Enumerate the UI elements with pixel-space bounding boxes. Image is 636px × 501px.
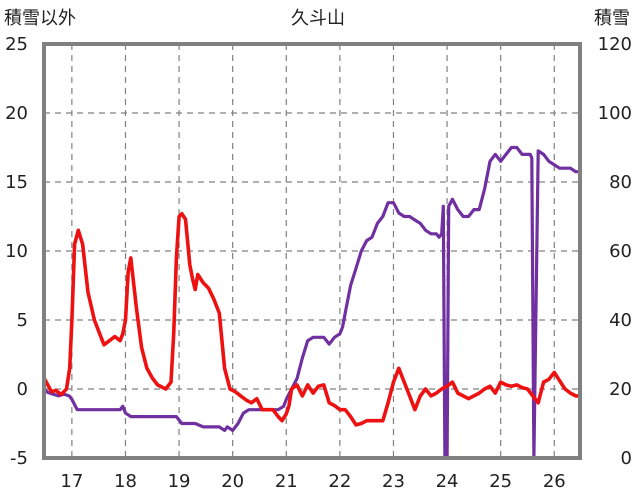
left-tick-label: 5 — [17, 310, 28, 331]
series-line-right-axis — [42, 145, 581, 460]
right-tick-label: 20 — [609, 379, 632, 400]
x-tick-label: 25 — [489, 471, 512, 492]
right-axis-title: 積雪 — [594, 8, 630, 29]
x-tick-label: 21 — [275, 471, 298, 492]
left-tick-label: 20 — [5, 103, 28, 124]
left-tick-label: 0 — [17, 379, 28, 400]
plot-frame — [42, 42, 582, 460]
chart-title: 久斗山 — [291, 8, 345, 29]
right-tick-label: 100 — [598, 103, 632, 124]
x-tick-label: 18 — [114, 471, 137, 492]
right-tick-label: 80 — [609, 172, 632, 193]
x-tick-label: 17 — [60, 471, 83, 492]
right-tick-label: 0 — [621, 448, 632, 469]
left-axis-title: 積雪以外 — [4, 8, 76, 29]
left-tick-label: 25 — [5, 34, 28, 55]
x-tick-label: 24 — [436, 471, 459, 492]
right-tick-label: 60 — [609, 241, 632, 262]
x-tick-label: 23 — [382, 471, 405, 492]
left-tick-label: 15 — [5, 172, 28, 193]
x-axis-ticks: 17 18 19 20 21 22 23 24 25 26 — [60, 471, 565, 492]
x-tick-label: 19 — [168, 471, 191, 492]
x-tick-label: 26 — [543, 471, 566, 492]
series-line-left-axis — [42, 211, 581, 427]
left-tick-label: 10 — [5, 241, 28, 262]
left-axis-ticks: -5 0 5 10 15 20 25 — [5, 34, 28, 469]
right-tick-label: 120 — [598, 34, 632, 55]
right-axis-ticks: 0 20 40 60 80 100 120 — [598, 34, 632, 469]
left-tick-label: -5 — [10, 448, 28, 469]
series-lines — [42, 145, 581, 460]
grid-lines — [44, 43, 580, 459]
right-tick-label: 40 — [609, 310, 632, 331]
x-tick-label: 20 — [221, 471, 244, 492]
x-tick-label: 22 — [328, 471, 351, 492]
